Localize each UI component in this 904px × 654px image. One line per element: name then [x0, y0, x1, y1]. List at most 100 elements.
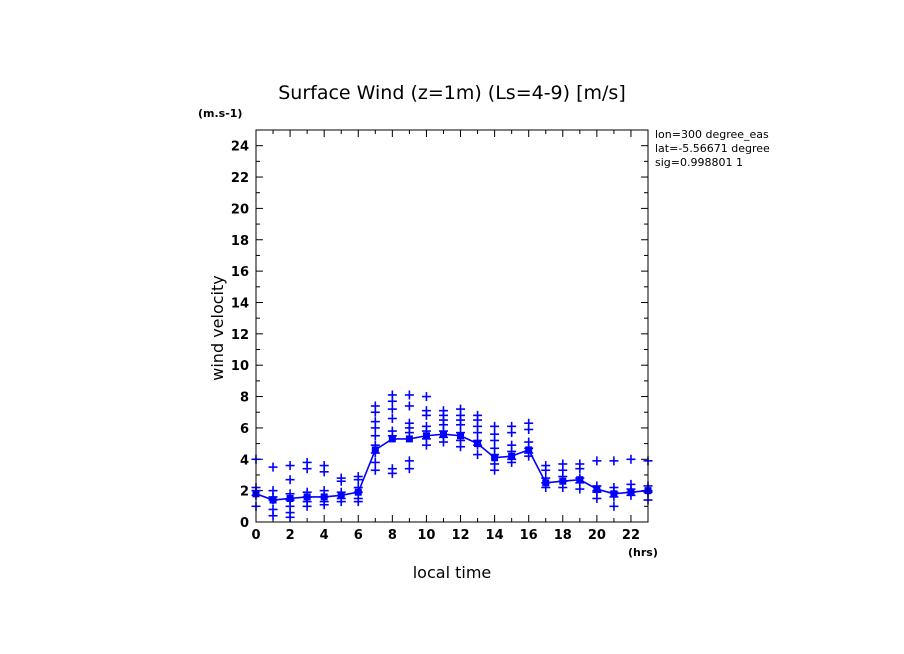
y-tick-label: 4 — [240, 453, 249, 468]
sample-point — [268, 462, 278, 472]
sample-point — [473, 428, 483, 438]
sample-point — [387, 431, 397, 441]
sample-point — [575, 484, 585, 494]
annotation-sig: sig=0.998801 1 — [655, 156, 743, 169]
x-tick-label: 18 — [554, 528, 572, 543]
x-unit-label: (hrs) — [628, 546, 658, 559]
axis-ticks — [255, 129, 649, 523]
sample-point — [404, 390, 414, 400]
sample-point — [285, 475, 295, 485]
y-tick-label: 18 — [231, 234, 249, 249]
x-tick-label: 20 — [588, 528, 606, 543]
sample-point — [336, 497, 346, 507]
x-axis-label: local time — [413, 563, 492, 582]
x-tick-label: 14 — [486, 528, 504, 543]
y-tick-label: 2 — [240, 485, 249, 500]
y-tick-label: 0 — [240, 516, 249, 531]
y-unit-label: (m.s-1) — [198, 107, 242, 120]
x-tick-label: 12 — [451, 528, 469, 543]
y-tick-label: 6 — [240, 422, 249, 437]
sample-point — [353, 475, 363, 485]
x-tick-label: 2 — [286, 528, 295, 543]
x-tick-label: 16 — [520, 528, 538, 543]
sample-point — [558, 483, 568, 493]
y-axis-label: wind velocity — [208, 275, 227, 380]
sample-point — [319, 500, 329, 510]
y-tick-label: 8 — [240, 391, 249, 406]
sample-point — [421, 440, 431, 450]
sample-point — [370, 465, 380, 475]
sample-point — [490, 435, 500, 445]
x-tick-label: 10 — [417, 528, 435, 543]
sample-point — [404, 401, 414, 411]
x-tick-label: 22 — [622, 528, 640, 543]
y-tick-label: 20 — [231, 202, 249, 217]
sample-point — [404, 464, 414, 474]
y-tick-label: 12 — [231, 328, 249, 343]
sample-point — [387, 404, 397, 414]
sample-point — [268, 511, 278, 521]
sample-point — [438, 437, 448, 447]
sample-point — [421, 410, 431, 420]
sample-point — [507, 446, 517, 456]
sample-point — [592, 456, 602, 466]
sample-point — [507, 457, 517, 467]
chart-title: Surface Wind (z=1m) (Ls=4-9) [m/s] — [278, 82, 626, 104]
sample-point — [609, 456, 619, 466]
sample-point — [370, 431, 380, 441]
sample-point — [319, 467, 329, 477]
y-tick-label: 22 — [231, 171, 249, 186]
sample-point — [370, 448, 380, 458]
sample-point — [404, 428, 414, 438]
sample-point — [302, 464, 312, 474]
sample-point — [524, 424, 534, 434]
sample-point — [370, 440, 380, 450]
annotation-lat: lat=-5.56671 degree — [655, 142, 770, 155]
sample-point — [541, 483, 551, 493]
plot-frame — [255, 129, 649, 523]
sample-point — [626, 454, 636, 464]
sample-point — [268, 495, 278, 505]
annotation-lon: lon=300 degree_eas — [655, 128, 769, 141]
y-tick-label: 16 — [231, 265, 249, 280]
sample-point — [626, 490, 636, 500]
sample-point — [421, 392, 431, 402]
sample-point — [336, 476, 346, 486]
sample-point — [507, 428, 517, 438]
y-tick-label: 10 — [231, 359, 249, 374]
sample-point — [473, 440, 483, 450]
plot-marks — [251, 390, 653, 522]
sample-point — [456, 420, 466, 430]
sample-point — [456, 442, 466, 452]
x-tick-labels: 0 2 4 6 8 10 12 14 16 18 20 22 — [251, 528, 640, 543]
sample-point — [421, 426, 431, 436]
sample-point — [490, 450, 500, 460]
y-tick-label: 14 — [231, 296, 249, 311]
sample-point — [404, 456, 414, 466]
sample-point — [387, 414, 397, 424]
mean-series-line — [255, 433, 649, 501]
sample-point — [302, 501, 312, 511]
sample-point — [370, 407, 380, 417]
sample-point — [490, 465, 500, 475]
y-tick-label: 24 — [231, 140, 249, 155]
sample-point — [609, 492, 619, 502]
sample-point — [524, 451, 534, 461]
sample-point — [456, 428, 466, 438]
x-tick-label: 6 — [354, 528, 363, 543]
sample-point — [285, 512, 295, 522]
sample-point — [541, 465, 551, 475]
x-tick-label: 0 — [251, 528, 260, 543]
sample-point — [473, 450, 483, 460]
sample-point — [490, 421, 500, 431]
sample-point — [592, 493, 602, 503]
sample-point — [370, 457, 380, 467]
mean-point — [405, 435, 413, 443]
sample-point — [353, 497, 363, 507]
x-tick-label: 8 — [388, 528, 397, 543]
sample-point — [387, 396, 397, 406]
sample-point — [387, 468, 397, 478]
x-tick-label: 4 — [320, 528, 329, 543]
